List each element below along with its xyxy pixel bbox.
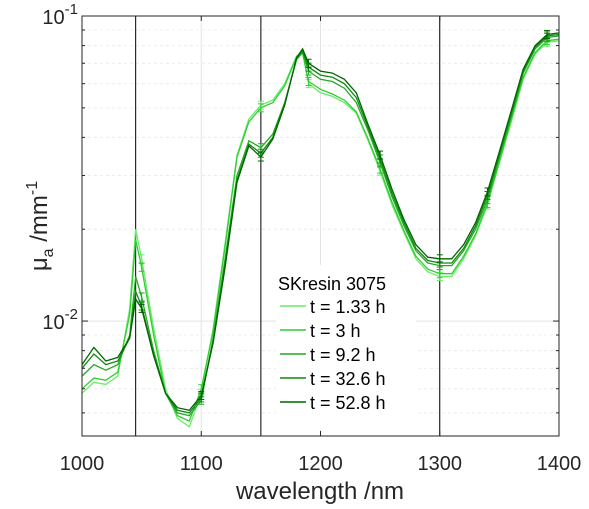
y-axis-label-main: μ <box>26 257 53 271</box>
legend-label: t = 32.6 h <box>310 369 386 389</box>
legend-entries: t = 1.33 h t = 3 h t = 9.2 h t = 32.6 h t = … <box>280 297 386 413</box>
x-tick-label: 1100 <box>180 453 223 475</box>
legend-label: t = 1.33 h <box>310 297 386 317</box>
x-tick-label: 1300 <box>418 453 463 475</box>
y-tick-label: 10-2 <box>42 306 78 334</box>
x-tick-label: 1400 <box>537 453 582 475</box>
legend-title: SKresin 3075 <box>278 274 386 294</box>
y-tick-label: 10-1 <box>42 1 78 29</box>
y-axis-label-sub: a <box>40 248 57 257</box>
x-tick-label: 1000 <box>60 453 105 475</box>
series-layer <box>81 29 560 428</box>
x-tick-label: 1200 <box>298 453 343 475</box>
legend-label: t = 9.2 h <box>310 345 376 365</box>
y-axis-label: μa /mm-1 <box>24 181 57 271</box>
vertical-marker-lines <box>135 16 441 436</box>
y-axis-label-exp: -1 <box>24 181 41 195</box>
tick-layer: 1000 1100 1200 1300 1400 10-2 10-1 <box>42 1 581 475</box>
x-axis-label: wavelength /nm <box>235 478 404 505</box>
svg-text:μa /mm-1: μa /mm-1 <box>24 181 57 271</box>
legend-label: t = 3 h <box>310 321 361 341</box>
y-axis-label-unit: /mm <box>26 195 53 242</box>
legend-label: t = 52.8 h <box>310 393 386 413</box>
legend: SKresin 3075 t = 1.33 ht = 3 ht = 9.2 ht… <box>276 265 416 430</box>
